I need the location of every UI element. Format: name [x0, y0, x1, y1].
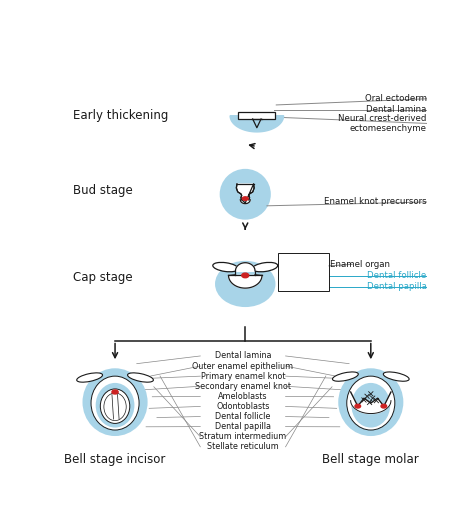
Ellipse shape	[355, 404, 361, 408]
Text: Cap stage: Cap stage	[73, 271, 133, 284]
Ellipse shape	[252, 262, 278, 272]
Text: Bud stage: Bud stage	[73, 184, 133, 197]
Text: Oral ectoderm: Oral ectoderm	[365, 95, 427, 103]
Ellipse shape	[351, 383, 390, 428]
Ellipse shape	[96, 383, 135, 428]
Ellipse shape	[82, 369, 147, 436]
Text: Enamel knot precursors: Enamel knot precursors	[324, 197, 427, 206]
Text: Bell stage incisor: Bell stage incisor	[64, 452, 166, 466]
Text: Dental lamina: Dental lamina	[366, 105, 427, 114]
Text: Enamel organ: Enamel organ	[330, 260, 391, 269]
Ellipse shape	[242, 273, 249, 278]
Ellipse shape	[242, 197, 248, 200]
Text: Neural crest-derived
ectomesenchyme: Neural crest-derived ectomesenchyme	[338, 114, 427, 133]
Ellipse shape	[332, 372, 358, 381]
Ellipse shape	[77, 373, 102, 382]
Ellipse shape	[338, 369, 403, 436]
Text: Early thickening: Early thickening	[73, 109, 169, 122]
Ellipse shape	[91, 376, 139, 430]
Text: Dental papilla: Dental papilla	[215, 422, 271, 431]
Ellipse shape	[213, 262, 238, 272]
Text: Secondary enamel knot: Secondary enamel knot	[195, 382, 291, 391]
Text: Outer enamel epithelium: Outer enamel epithelium	[192, 362, 293, 371]
Text: Dental lamina: Dental lamina	[215, 352, 271, 361]
Polygon shape	[236, 263, 255, 271]
Polygon shape	[228, 276, 262, 288]
Text: Stellate reticulum: Stellate reticulum	[207, 442, 279, 451]
Text: Primary enamel knot: Primary enamel knot	[201, 372, 285, 381]
Ellipse shape	[112, 390, 118, 394]
Text: Ameloblasts: Ameloblasts	[218, 392, 268, 401]
Text: Stratum intermedium: Stratum intermedium	[199, 432, 287, 441]
Text: Dental follicle: Dental follicle	[215, 412, 271, 421]
Ellipse shape	[128, 373, 154, 382]
Polygon shape	[237, 184, 254, 204]
Ellipse shape	[219, 169, 271, 220]
Text: Odontoblasts: Odontoblasts	[216, 402, 270, 411]
Bar	[278, 253, 329, 291]
Ellipse shape	[215, 261, 275, 307]
Ellipse shape	[347, 376, 395, 430]
Ellipse shape	[383, 372, 409, 381]
Ellipse shape	[100, 389, 130, 423]
Text: Dental follicle: Dental follicle	[367, 271, 427, 280]
Text: Dental papilla: Dental papilla	[367, 282, 427, 291]
Ellipse shape	[381, 404, 387, 408]
Polygon shape	[351, 392, 391, 413]
Polygon shape	[230, 116, 283, 132]
Bar	[238, 112, 275, 119]
Text: Bell stage molar: Bell stage molar	[322, 452, 419, 466]
